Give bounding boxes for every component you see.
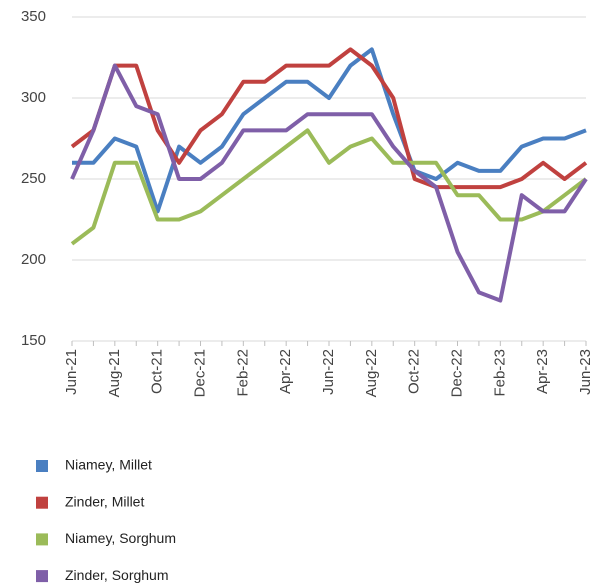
x-tick-label: Oct-22 xyxy=(406,349,423,394)
series-line xyxy=(70,63,588,303)
series-line xyxy=(70,128,588,246)
x-tick-label: Dec-22 xyxy=(448,349,465,397)
series-line xyxy=(70,47,588,190)
legend-label: Zinder, Millet xyxy=(65,493,144,509)
legend-swatch xyxy=(36,533,48,546)
legend-swatch xyxy=(36,496,48,509)
series-line xyxy=(72,47,587,214)
x-tick-label: Jun-23 xyxy=(577,349,594,395)
x-tick-label: Oct-21 xyxy=(149,349,166,394)
legend-swatch xyxy=(36,460,48,472)
legend-swatch xyxy=(36,570,48,583)
y-tick-label: 350 xyxy=(21,8,46,25)
x-tick-label: Apr-22 xyxy=(277,349,294,394)
legend-label: Niamey, Sorghum xyxy=(65,530,176,546)
x-tick-label: Feb-22 xyxy=(234,349,251,397)
x-tick-label: Jun-22 xyxy=(320,349,337,395)
y-tick-label: 200 xyxy=(21,251,46,268)
y-tick-label: 250 xyxy=(21,170,46,187)
legend-label: Niamey, Millet xyxy=(65,457,152,473)
x-tick-label: Aug-21 xyxy=(106,349,123,397)
y-tick-label: 300 xyxy=(21,89,46,106)
legend-label: Zinder, Sorghum xyxy=(65,567,169,583)
y-tick-label: 150 xyxy=(21,332,46,349)
x-tick-label: Jun-21 xyxy=(63,349,80,395)
x-tick-label: Apr-23 xyxy=(534,349,551,394)
x-tick-label: Dec-21 xyxy=(191,349,208,397)
x-tick-label: Aug-22 xyxy=(363,349,380,397)
x-tick-label: Feb-23 xyxy=(491,349,508,397)
